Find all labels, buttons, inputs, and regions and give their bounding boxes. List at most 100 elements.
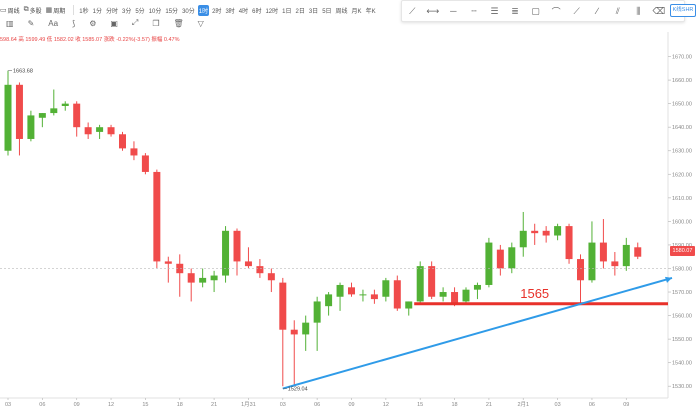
fib-icon[interactable]: ≣	[511, 5, 519, 16]
period-tab[interactable]: 1时	[197, 4, 210, 16]
period-tab[interactable]: 2日	[295, 8, 305, 15]
period-tab[interactable]: 3时	[225, 8, 235, 15]
chart-icon: ▭	[0, 7, 7, 14]
period-tab[interactable]: 4时	[238, 8, 249, 15]
candle	[164, 256, 172, 283]
candle-body	[588, 242, 596, 281]
x-tick-label: 18	[177, 402, 183, 408]
period-tab[interactable]: 月K	[351, 8, 362, 15]
drawing-tools-panel: ⟋⟷─╌☰≣▢⌒⟋∕⫽⫼⌫⌃	[401, 0, 685, 22]
candle	[519, 211, 527, 257]
period-tab[interactable]: 年K	[365, 8, 376, 15]
parallel-channel-icon[interactable]: ☰	[490, 5, 499, 16]
eraser-icon[interactable]: ⌫	[652, 5, 666, 16]
ray-line-icon[interactable]: ⟋	[409, 5, 416, 16]
x-tick-label: 03	[5, 402, 11, 408]
toolbar-compare-button[interactable]: ⧉ 多股	[24, 6, 42, 15]
candle	[382, 277, 390, 302]
candle-body	[141, 155, 149, 172]
indicator-icon[interactable]: ⟆	[72, 18, 76, 28]
grid-icon: ▦	[45, 7, 53, 14]
toolbar-grid-button[interactable]: ▦ 周期	[46, 6, 66, 15]
camera-icon[interactable]: ▣	[110, 18, 118, 28]
brush-icon[interactable]: ⌒	[551, 6, 561, 17]
toolbar-item-label: 周期	[53, 8, 66, 15]
period-tab[interactable]: 5日	[322, 8, 332, 15]
y-tick-label: 1600.00	[672, 219, 692, 225]
candle-body	[336, 284, 344, 297]
candle	[359, 289, 367, 302]
period-tab[interactable]: 30分	[182, 8, 195, 15]
period-tab[interactable]: 3分	[122, 8, 132, 15]
candle-body	[279, 282, 287, 330]
font-icon[interactable]: Aa	[48, 18, 59, 28]
gann-icon[interactable]: ⫽	[615, 5, 620, 16]
period-tab[interactable]: 15分	[165, 8, 179, 15]
x-tick-label: 03	[555, 402, 561, 408]
candle-body	[508, 247, 516, 269]
candle-body	[382, 280, 390, 297]
delete-icon[interactable]: 🗑	[173, 18, 184, 28]
filter-icon[interactable]: ▽	[197, 18, 204, 28]
pencil-icon[interactable]: ✎	[27, 18, 35, 28]
rectangle-icon[interactable]: ▢	[531, 5, 540, 16]
candle-body	[176, 263, 184, 274]
fullscreen-icon[interactable]: ⤢	[131, 18, 139, 27]
settings-icon[interactable]: ⚙	[89, 18, 97, 28]
y-tick-label: 1570.00	[672, 290, 692, 296]
period-tab[interactable]: 1分	[92, 8, 102, 15]
y-tick-label: 1590.00	[672, 243, 692, 249]
candle	[405, 301, 413, 316]
trend-line-icon[interactable]: ∕	[596, 6, 598, 16]
candle-body	[473, 284, 481, 290]
candle-body	[290, 329, 298, 335]
period-tab[interactable]: 5分	[135, 8, 145, 15]
period-tab[interactable]: 6时	[252, 8, 262, 15]
period-tab[interactable]: 周线	[335, 8, 348, 15]
candle	[187, 268, 195, 302]
candle-body	[164, 261, 172, 264]
h-ray-icon[interactable]: ⟷	[426, 5, 440, 16]
chart-type-icon[interactable]: ▥	[6, 18, 14, 28]
h-segment-icon[interactable]: ╌	[471, 5, 477, 16]
toolbar-item-label: 周线	[7, 8, 20, 15]
candle	[531, 223, 539, 245]
candle-body	[84, 127, 92, 135]
period-tab[interactable]: 2时	[212, 8, 222, 15]
candle-body	[222, 230, 230, 276]
x-tick-label: 1月31	[241, 401, 256, 408]
period-tab[interactable]: 3日	[308, 8, 319, 15]
candle-body	[348, 287, 355, 295]
toolbar-chart-button[interactable]: ▭ 周线	[0, 6, 20, 15]
candle	[38, 113, 46, 128]
x-tick-label: 12	[383, 402, 389, 408]
candle	[599, 219, 607, 269]
chart-toolbar: ▭ 周线 ⧉ 多股 ▦ 周期 1秒 1分 分时 3分 5分 10分 15分 30分 1时 2时 3时 4时 6时 12…	[0, 0, 697, 32]
candle-body	[359, 294, 367, 296]
y-tick-label: 1530.00	[672, 384, 692, 390]
period-tab[interactable]: 1秒	[79, 8, 89, 15]
candle-body	[611, 261, 619, 267]
x-tick-label: 21	[486, 402, 492, 408]
kline-label-button[interactable]: K线SHR	[670, 4, 696, 17]
candle-body	[61, 103, 69, 106]
y-tick-label: 1580.00	[672, 266, 692, 272]
candle-body	[153, 171, 161, 262]
candle	[210, 270, 218, 293]
h-line-icon[interactable]: ─	[450, 6, 457, 16]
pitchfork-icon[interactable]: ⫼	[636, 5, 641, 16]
arrow-line-icon[interactable]: ⟋	[573, 5, 580, 16]
candle	[428, 261, 436, 300]
candle	[244, 247, 252, 269]
candle-body	[233, 230, 241, 262]
period-tab[interactable]: 1日	[282, 8, 292, 15]
copy-icon[interactable]: ❐	[152, 18, 160, 28]
candle-body	[428, 266, 436, 297]
y-tick-label: 1620.00	[672, 172, 692, 178]
period-tab[interactable]: 12时	[265, 8, 279, 15]
candle	[508, 242, 516, 274]
period-tab[interactable]: 分时	[105, 8, 118, 15]
x-tick-label: 09	[348, 402, 354, 408]
period-tab[interactable]: 10分	[148, 8, 162, 15]
